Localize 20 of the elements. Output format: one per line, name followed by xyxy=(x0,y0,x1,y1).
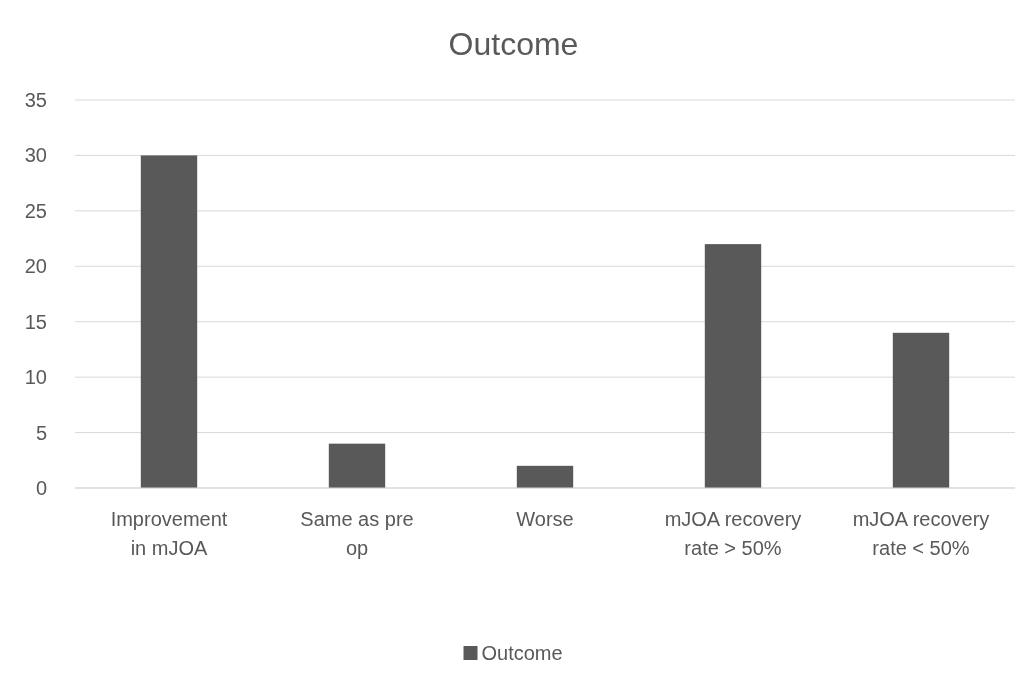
x-tick-label: mJOA recovery rate < 50% xyxy=(852,508,990,559)
bar xyxy=(516,465,574,488)
x-tick-label: mJOA recovery rate > 50% xyxy=(664,508,802,559)
y-tick-label: 25 xyxy=(24,199,47,222)
y-tick-label: 15 xyxy=(24,310,47,333)
y-tick-label: 5 xyxy=(35,421,47,444)
y-tick-label: 20 xyxy=(24,255,47,278)
legend-label: Outcome xyxy=(481,642,563,664)
bar xyxy=(892,332,950,488)
x-tick-label: Same as pre op xyxy=(300,508,414,559)
x-tick-label: Worse xyxy=(516,508,574,530)
x-tick-label: Improvement in mJOA xyxy=(110,508,228,559)
bar xyxy=(328,443,386,488)
y-tick-label: 10 xyxy=(24,366,47,389)
bar xyxy=(140,155,198,488)
chart-title: Outcome xyxy=(448,26,579,62)
y-tick-label: 30 xyxy=(24,144,47,167)
y-tick-label: 35 xyxy=(24,89,47,111)
y-tick-label: 0 xyxy=(35,477,47,499)
bar xyxy=(704,244,762,488)
